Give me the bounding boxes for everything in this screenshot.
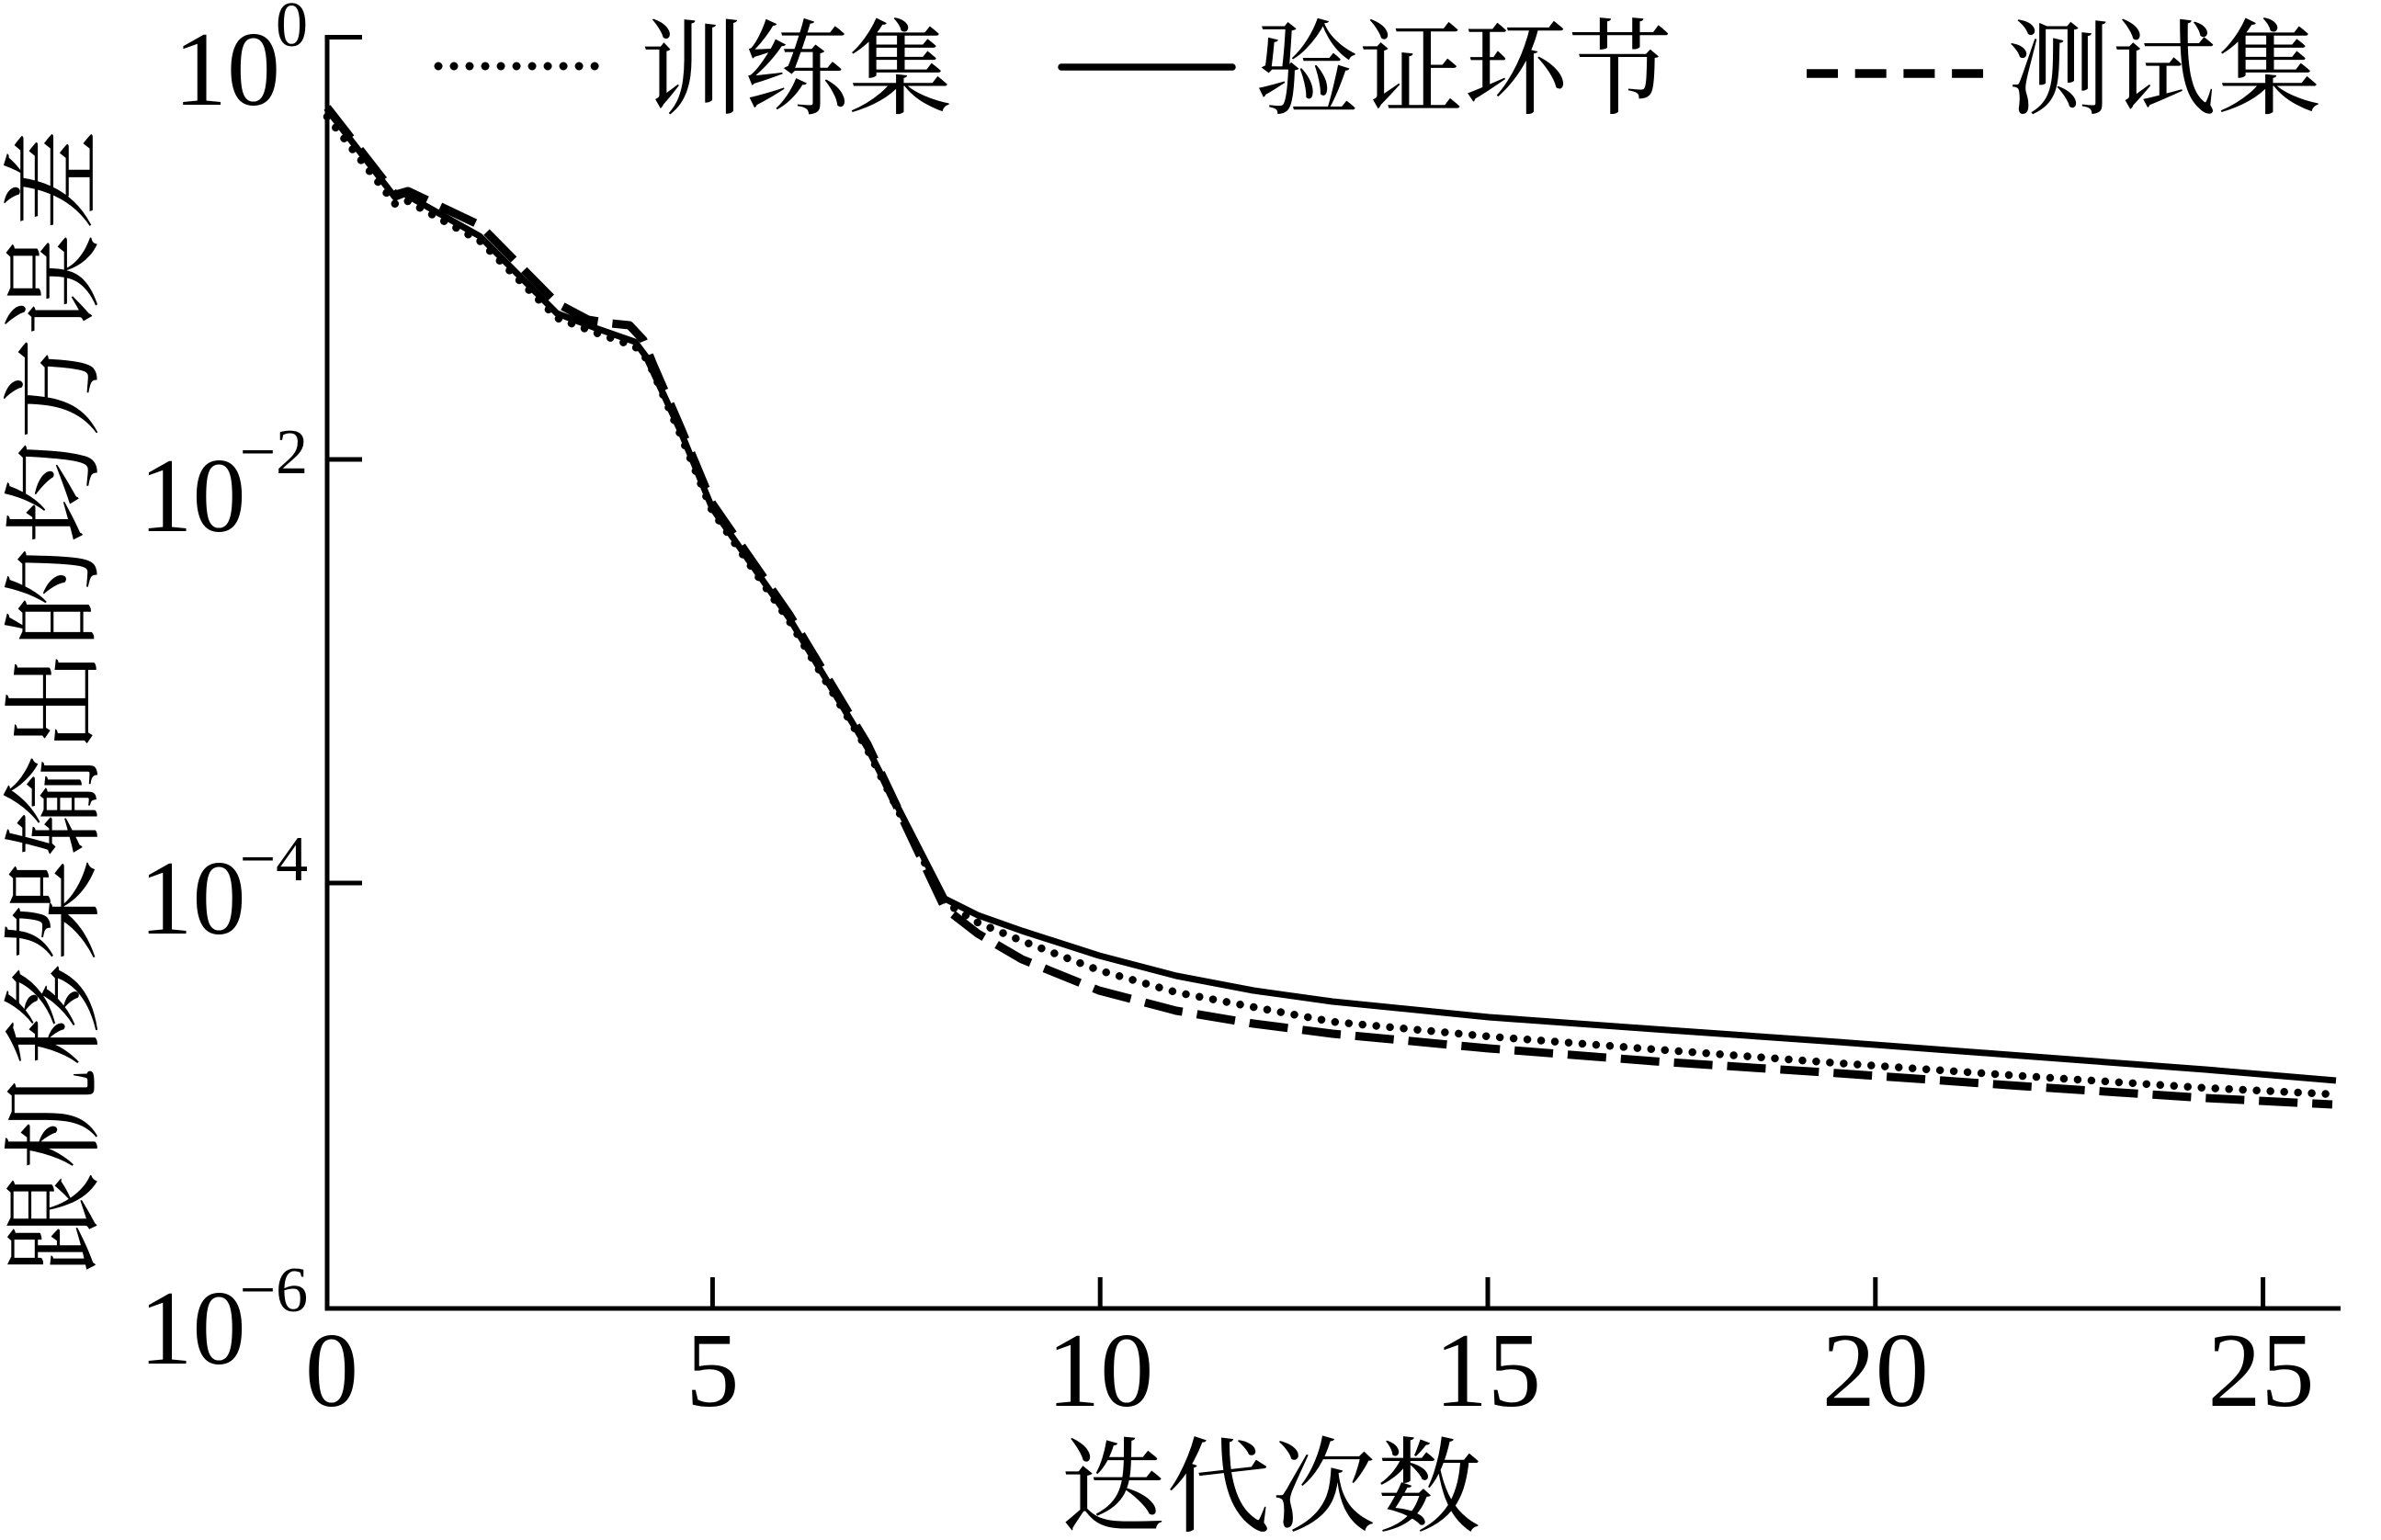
svg-text:25: 25	[2208, 1312, 2315, 1430]
svg-text:−6: −6	[240, 1255, 308, 1326]
svg-text:10: 10	[140, 1270, 246, 1387]
svg-text:10: 10	[140, 437, 246, 555]
svg-text:15: 15	[1434, 1312, 1541, 1430]
svg-text:20: 20	[1822, 1312, 1929, 1430]
svg-text:−4: −4	[240, 824, 308, 895]
svg-text:10: 10	[1047, 1312, 1153, 1430]
svg-text:−2: −2	[240, 417, 308, 488]
svg-text:0: 0	[276, 0, 308, 61]
svg-text:5: 5	[686, 1312, 739, 1430]
svg-text:0: 0	[305, 1312, 358, 1430]
svg-text:10: 10	[174, 11, 280, 129]
svg-text:10: 10	[140, 840, 246, 957]
